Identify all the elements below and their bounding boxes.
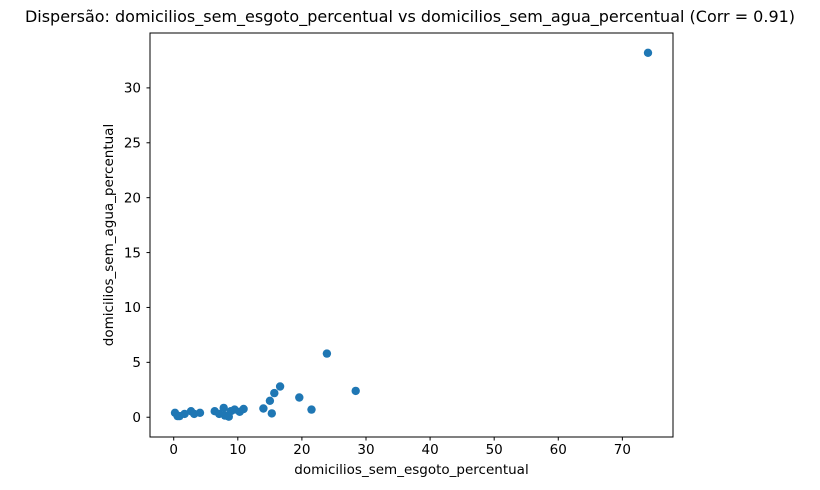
plot-border (149, 32, 674, 438)
data-point (259, 404, 268, 413)
data-point (267, 409, 276, 418)
scatter-points (170, 48, 653, 421)
x-axis-label: domicilios_sem_esgoto_percentual (294, 462, 528, 478)
x-axis-ticks: 0 10 20 30 40 50 60 70 (169, 437, 631, 458)
x-tick-label: 10 (229, 442, 246, 458)
x-tick-label: 40 (421, 442, 438, 458)
x-tick-label: 50 (486, 442, 503, 458)
y-tick-label: 5 (132, 355, 141, 371)
y-tick-label: 0 (132, 410, 141, 426)
data-point (180, 409, 189, 419)
data-point (295, 393, 304, 402)
x-tick-label: 30 (357, 442, 374, 458)
data-point (643, 48, 653, 57)
x-tick-label: 20 (293, 442, 310, 458)
data-point (307, 405, 316, 414)
x-tick-label: 60 (550, 442, 567, 458)
x-tick-label: 0 (169, 442, 178, 458)
data-point (275, 382, 285, 391)
y-tick-label: 15 (124, 245, 141, 261)
data-point (195, 408, 205, 417)
y-tick-label: 10 (124, 300, 141, 316)
y-axis-label: domicilios_sem_agua_percentual (101, 124, 117, 346)
x-tick-label: 70 (614, 442, 631, 458)
data-point (219, 403, 228, 413)
data-point (270, 388, 279, 398)
y-tick-label: 20 (124, 190, 141, 206)
data-point (239, 404, 248, 414)
y-tick-label: 25 (124, 135, 141, 151)
data-point (265, 396, 275, 405)
y-tick-label: 30 (124, 81, 141, 97)
data-point (322, 349, 332, 358)
data-point (351, 386, 360, 396)
y-axis-ticks: 0 5 10 15 20 25 30 (124, 81, 150, 426)
chart-title: Dispersão: domicilios_sem_esgoto_percent… (24, 7, 796, 26)
